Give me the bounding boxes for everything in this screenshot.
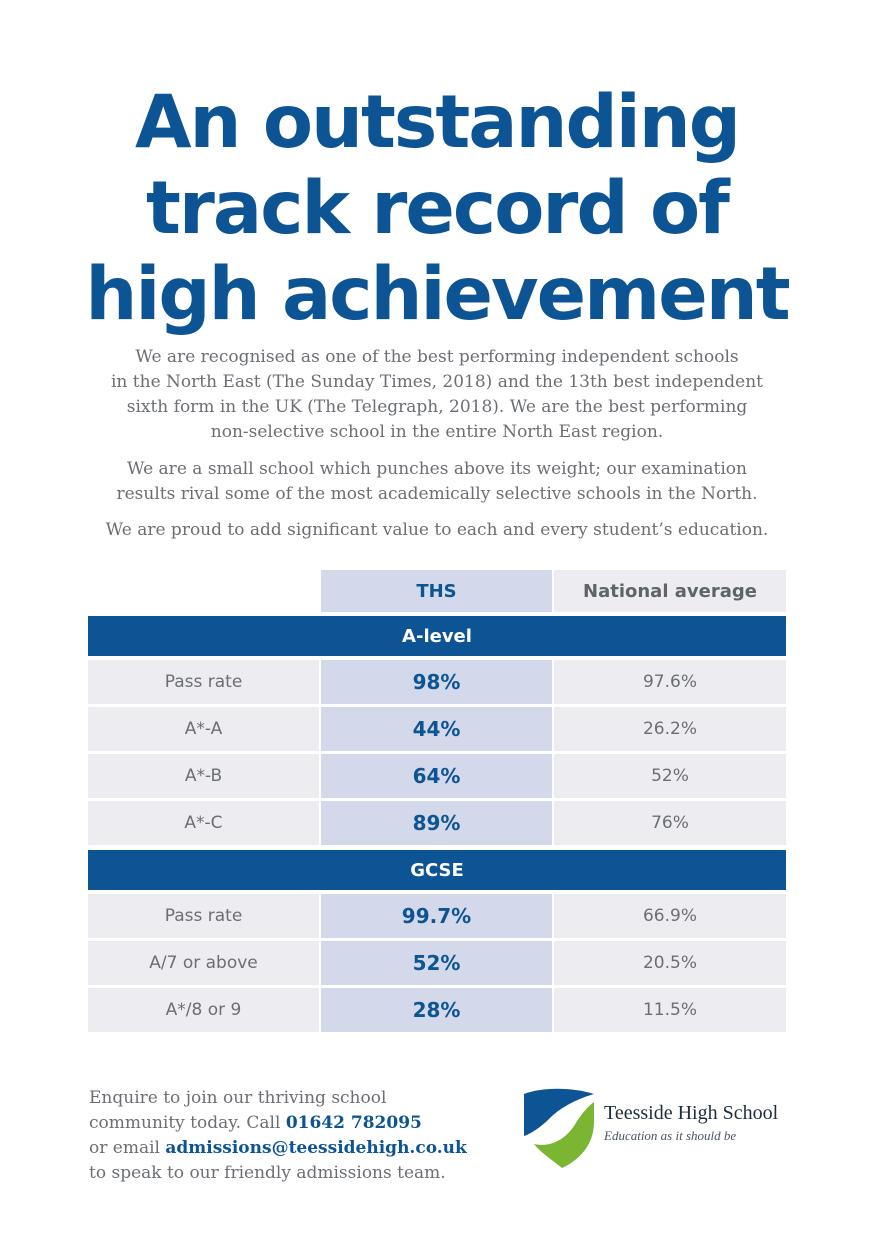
national-value: 26.2% (554, 707, 786, 751)
row-label: A/7 or above (88, 941, 319, 985)
results-table: THS National average A-level Pass rate 9… (88, 570, 786, 1034)
table-row: A*-A 44% 26.2% (88, 707, 786, 751)
intro-p1-line: non-selective school in the entire North… (210, 422, 664, 442)
email-link[interactable]: admissions@teessidehigh.co.uk (165, 1138, 467, 1158)
ths-value: 28% (321, 988, 552, 1032)
national-value: 52% (554, 754, 786, 798)
logo-school-name: Teesside High School (604, 1102, 779, 1124)
row-label: A*-B (88, 754, 319, 798)
headline-line-1: An outstanding (135, 80, 741, 165)
national-value: 11.5% (554, 988, 786, 1032)
section-header-gcse: GCSE (88, 850, 786, 890)
ths-value: 64% (321, 754, 552, 798)
row-label: A*-C (88, 801, 319, 845)
ths-value: 52% (321, 941, 552, 985)
logo-tagline: Education as it should be (604, 1128, 737, 1143)
headline-line-3: high achievement (85, 252, 790, 337)
headline: An outstanding track record of high achi… (0, 80, 874, 338)
ths-value: 44% (321, 707, 552, 751)
national-value: 97.6% (554, 660, 786, 704)
row-label: Pass rate (88, 660, 319, 704)
enquiry-call-prefix: community today. Call (89, 1113, 286, 1133)
enquiry-line-2: community today. Call 01642 782095 (89, 1111, 467, 1136)
intro-p2-line: results rival some of the most academica… (116, 484, 758, 504)
school-logo: Teesside High School Education as it sho… (522, 1088, 792, 1170)
intro-p3-line: We are proud to add significant value to… (105, 520, 769, 540)
row-label: A*-A (88, 707, 319, 751)
intro-p1-line: sixth form in the UK (The Telegraph, 201… (126, 397, 748, 417)
table-row: Pass rate 98% 97.6% (88, 660, 786, 704)
ths-value: 99.7% (321, 894, 552, 938)
intro-paragraph-2: We are a small school which punches abov… (60, 457, 814, 507)
school-shield-icon (524, 1088, 594, 1168)
row-label: A*/8 or 9 (88, 988, 319, 1032)
table-row: A*-B 64% 52% (88, 754, 786, 798)
table-row: A*-C 89% 76% (88, 801, 786, 845)
intro-p1-line: We are recognised as one of the best per… (135, 347, 739, 367)
enquiry-line-4: to speak to our friendly admissions team… (89, 1163, 446, 1183)
table-row: A/7 or above 52% 20.5% (88, 941, 786, 985)
section-header-a-level: A-level (88, 616, 786, 656)
ths-value: 98% (321, 660, 552, 704)
column-header-national-average: National average (554, 570, 786, 612)
enquiry-email-prefix: or email (89, 1138, 166, 1158)
enquiry-text: Enquire to join our thriving school comm… (89, 1086, 467, 1186)
intro-paragraph-1: We are recognised as one of the best per… (60, 345, 814, 445)
enquiry-line-1: Enquire to join our thriving school (89, 1088, 387, 1108)
national-value: 20.5% (554, 941, 786, 985)
national-value: 66.9% (554, 894, 786, 938)
row-label: Pass rate (88, 894, 319, 938)
column-header-ths: THS (321, 570, 552, 612)
intro-p2-line: We are a small school which punches abov… (127, 459, 747, 479)
enquiry-line-3: or email admissions@teessidehigh.co.uk (89, 1136, 467, 1161)
table-row: A*/8 or 9 28% 11.5% (88, 988, 786, 1032)
ths-value: 89% (321, 801, 552, 845)
headline-line-2: track record of (146, 166, 730, 251)
table-row: Pass rate 99.7% 66.9% (88, 894, 786, 938)
intro-paragraph-3: We are proud to add significant value to… (60, 518, 814, 543)
intro-p1-line: in the North East (The Sunday Times, 201… (111, 372, 763, 392)
national-value: 76% (554, 801, 786, 845)
phone-number[interactable]: 01642 782095 (285, 1113, 422, 1133)
